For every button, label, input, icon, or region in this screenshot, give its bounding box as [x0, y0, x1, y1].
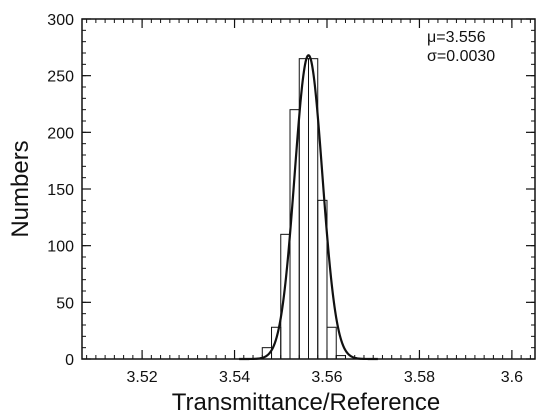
y-tick-label: 250	[47, 69, 74, 86]
y-tick-label: 300	[47, 12, 74, 29]
histogram-bar	[271, 326, 282, 360]
histogram-bar	[317, 199, 328, 360]
x-axis-ticks: 3.52 3.54 3.56 3.58 3.6	[86, 19, 531, 386]
y-tick-label: 150	[47, 182, 74, 199]
x-tick-label: 3.56	[311, 369, 342, 386]
y-tick-label: 100	[47, 239, 74, 256]
x-axis-title: Transmittance/Reference	[172, 389, 441, 415]
y-axis-ticks: 0 50 100 150 200 250 300	[47, 12, 535, 369]
y-axis-title: Numbers	[7, 140, 34, 237]
x-tick-label: 3.6	[501, 369, 523, 386]
histogram-bars	[261, 58, 346, 360]
histogram-bar	[289, 109, 300, 360]
annotation-mu: μ=3.556	[427, 29, 486, 46]
histogram-bar	[326, 326, 337, 360]
x-tick-label: 3.58	[404, 369, 435, 386]
y-tick-label: 200	[47, 125, 74, 142]
x-tick-label: 3.54	[219, 369, 250, 386]
annotation-sigma: σ=0.0030	[427, 48, 495, 65]
y-tick-label: 50	[56, 295, 74, 312]
x-tick-label: 3.52	[127, 369, 158, 386]
y-tick-label: 0	[65, 352, 74, 369]
